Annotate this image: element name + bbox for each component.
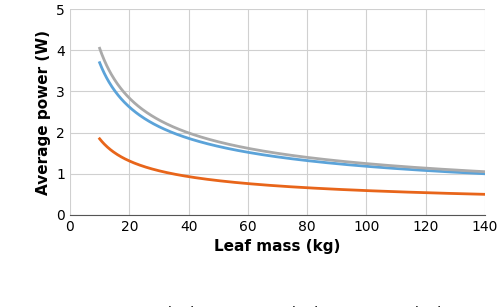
Method 3 [280, 152, 285, 156]
Method 2 [96, 137, 102, 141]
Method 2 [282, 185, 288, 188]
Method 3 [412, 165, 418, 169]
Method 3 [305, 156, 311, 159]
Method 1 [96, 61, 102, 64]
Method 2 [305, 186, 311, 190]
Method 1 [412, 168, 418, 172]
Method 1 [326, 161, 332, 165]
Method 3 [96, 46, 102, 50]
Method 3 [482, 170, 488, 173]
Y-axis label: Average power (W): Average power (W) [36, 29, 51, 195]
Method 2 [326, 187, 332, 191]
Method 2 [412, 191, 418, 194]
Method 1 [282, 156, 288, 160]
Method 1 [305, 159, 311, 163]
Method 1 [472, 171, 478, 175]
Line: Method 3: Method 3 [100, 48, 485, 172]
X-axis label: Leaf mass (kg): Leaf mass (kg) [214, 239, 340, 254]
Legend: Method 1, Method 2, Method 3: Method 1, Method 2, Method 3 [95, 300, 460, 307]
Method 3 [472, 169, 478, 173]
Method 2 [280, 185, 285, 188]
Method 2 [472, 192, 478, 196]
Method 3 [282, 153, 288, 156]
Method 1 [280, 156, 285, 159]
Line: Method 2: Method 2 [100, 139, 485, 194]
Line: Method 1: Method 1 [100, 63, 485, 174]
Method 1 [482, 172, 488, 176]
Method 3 [326, 158, 332, 162]
Method 2 [482, 192, 488, 196]
